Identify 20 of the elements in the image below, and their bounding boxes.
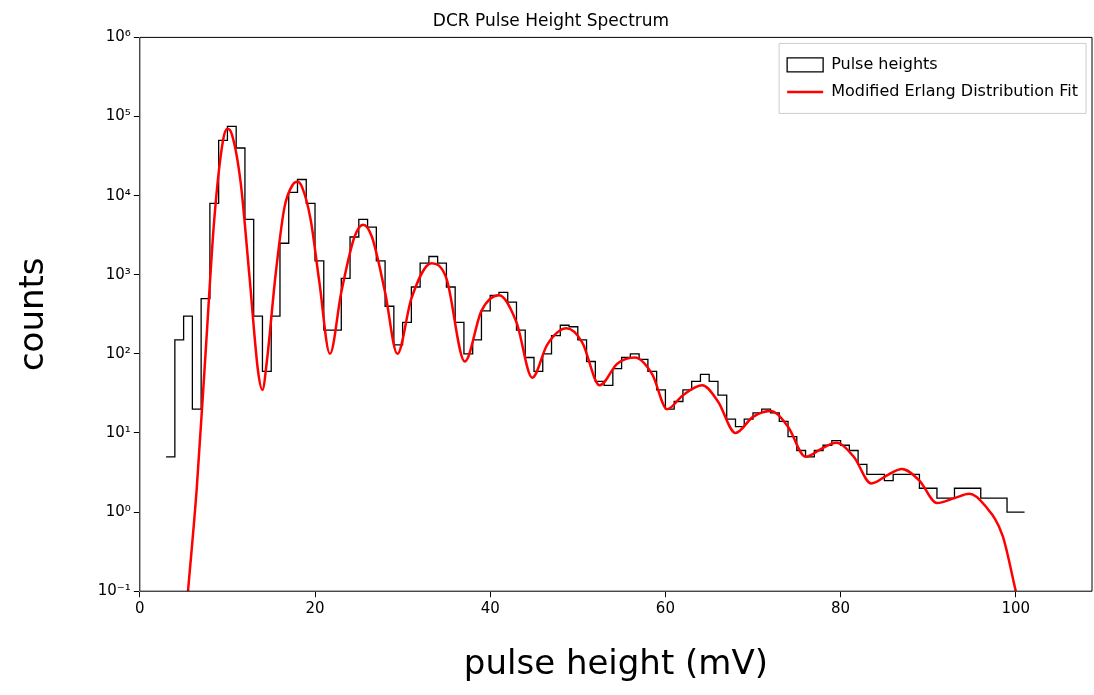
y-tick-label: 10⁶ [105, 27, 131, 46]
y-tick-label: 10⁻¹ [97, 581, 131, 600]
y-axis-title: counts [11, 257, 52, 372]
y-tick-label: 10³ [105, 264, 131, 283]
x-tick-label: 40 [480, 599, 500, 618]
legend-label: Pulse heights [831, 54, 938, 74]
line-series [186, 127, 1018, 592]
y-tick-label: 10¹ [105, 422, 131, 441]
chart-title: DCR Pulse Height Spectrum [432, 9, 670, 30]
x-tick-label: 20 [305, 599, 325, 618]
y-tick-label: 10⁵ [105, 106, 131, 125]
legend-label: Modified Erlang Distribution Fit [831, 81, 1079, 101]
x-tick-label: 0 [135, 599, 145, 618]
x-axis-title: pulse height (mV) [463, 642, 768, 683]
y-tick-label: 10⁴ [105, 185, 131, 204]
y-tick-label: 10² [105, 343, 131, 362]
y-tick-label: 10⁰ [105, 501, 131, 520]
x-tick-label: 60 [655, 599, 675, 618]
x-tick-label: 80 [831, 599, 851, 618]
x-tick-label: 100 [1001, 599, 1031, 618]
